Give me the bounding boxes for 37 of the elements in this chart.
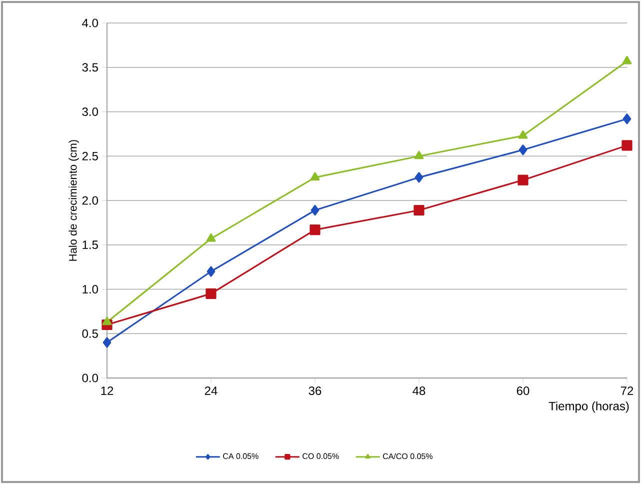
point xyxy=(206,266,216,277)
legend-label: CA/CO 0.05% xyxy=(382,453,433,460)
point xyxy=(518,144,528,156)
point xyxy=(518,174,528,186)
y-tick-label: 1.0 xyxy=(82,284,98,294)
y-tick-label: 2.5 xyxy=(82,152,98,160)
y-tick-label: 0.5 xyxy=(82,329,98,338)
legend-label: CA 0.05% xyxy=(223,453,258,459)
point xyxy=(622,114,632,124)
x-tick-label: 48 xyxy=(412,386,426,396)
x-tick-label: 60 xyxy=(516,386,530,396)
point xyxy=(310,204,320,216)
point xyxy=(622,140,632,151)
x-tick-label: 12 xyxy=(101,386,114,395)
point xyxy=(102,316,112,326)
point xyxy=(622,56,632,64)
point xyxy=(102,337,112,348)
y-axis-title: Halo de crecimiento (cm) xyxy=(68,140,79,261)
point xyxy=(414,172,424,183)
point xyxy=(414,204,424,216)
point xyxy=(206,288,216,299)
x-tick-label: 36 xyxy=(308,386,322,396)
x-axis-title: Tiempo (horas) xyxy=(548,402,629,413)
point xyxy=(414,150,424,160)
y-tick-label: 2.0 xyxy=(82,196,98,205)
point xyxy=(206,233,216,242)
point xyxy=(518,130,528,139)
legend-label: CO 0.05% xyxy=(302,453,339,459)
y-tick-label: 3.0 xyxy=(82,108,98,116)
point xyxy=(310,172,320,180)
point xyxy=(310,224,320,236)
y-tick-label: 3.5 xyxy=(82,63,98,72)
x-tick-label: 24 xyxy=(204,386,218,395)
x-tick-label: 72 xyxy=(620,386,634,395)
y-tick-label: 4.0 xyxy=(82,18,98,28)
y-tick-label: 1.5 xyxy=(82,240,98,250)
y-tick-label: 0.0 xyxy=(82,374,98,382)
